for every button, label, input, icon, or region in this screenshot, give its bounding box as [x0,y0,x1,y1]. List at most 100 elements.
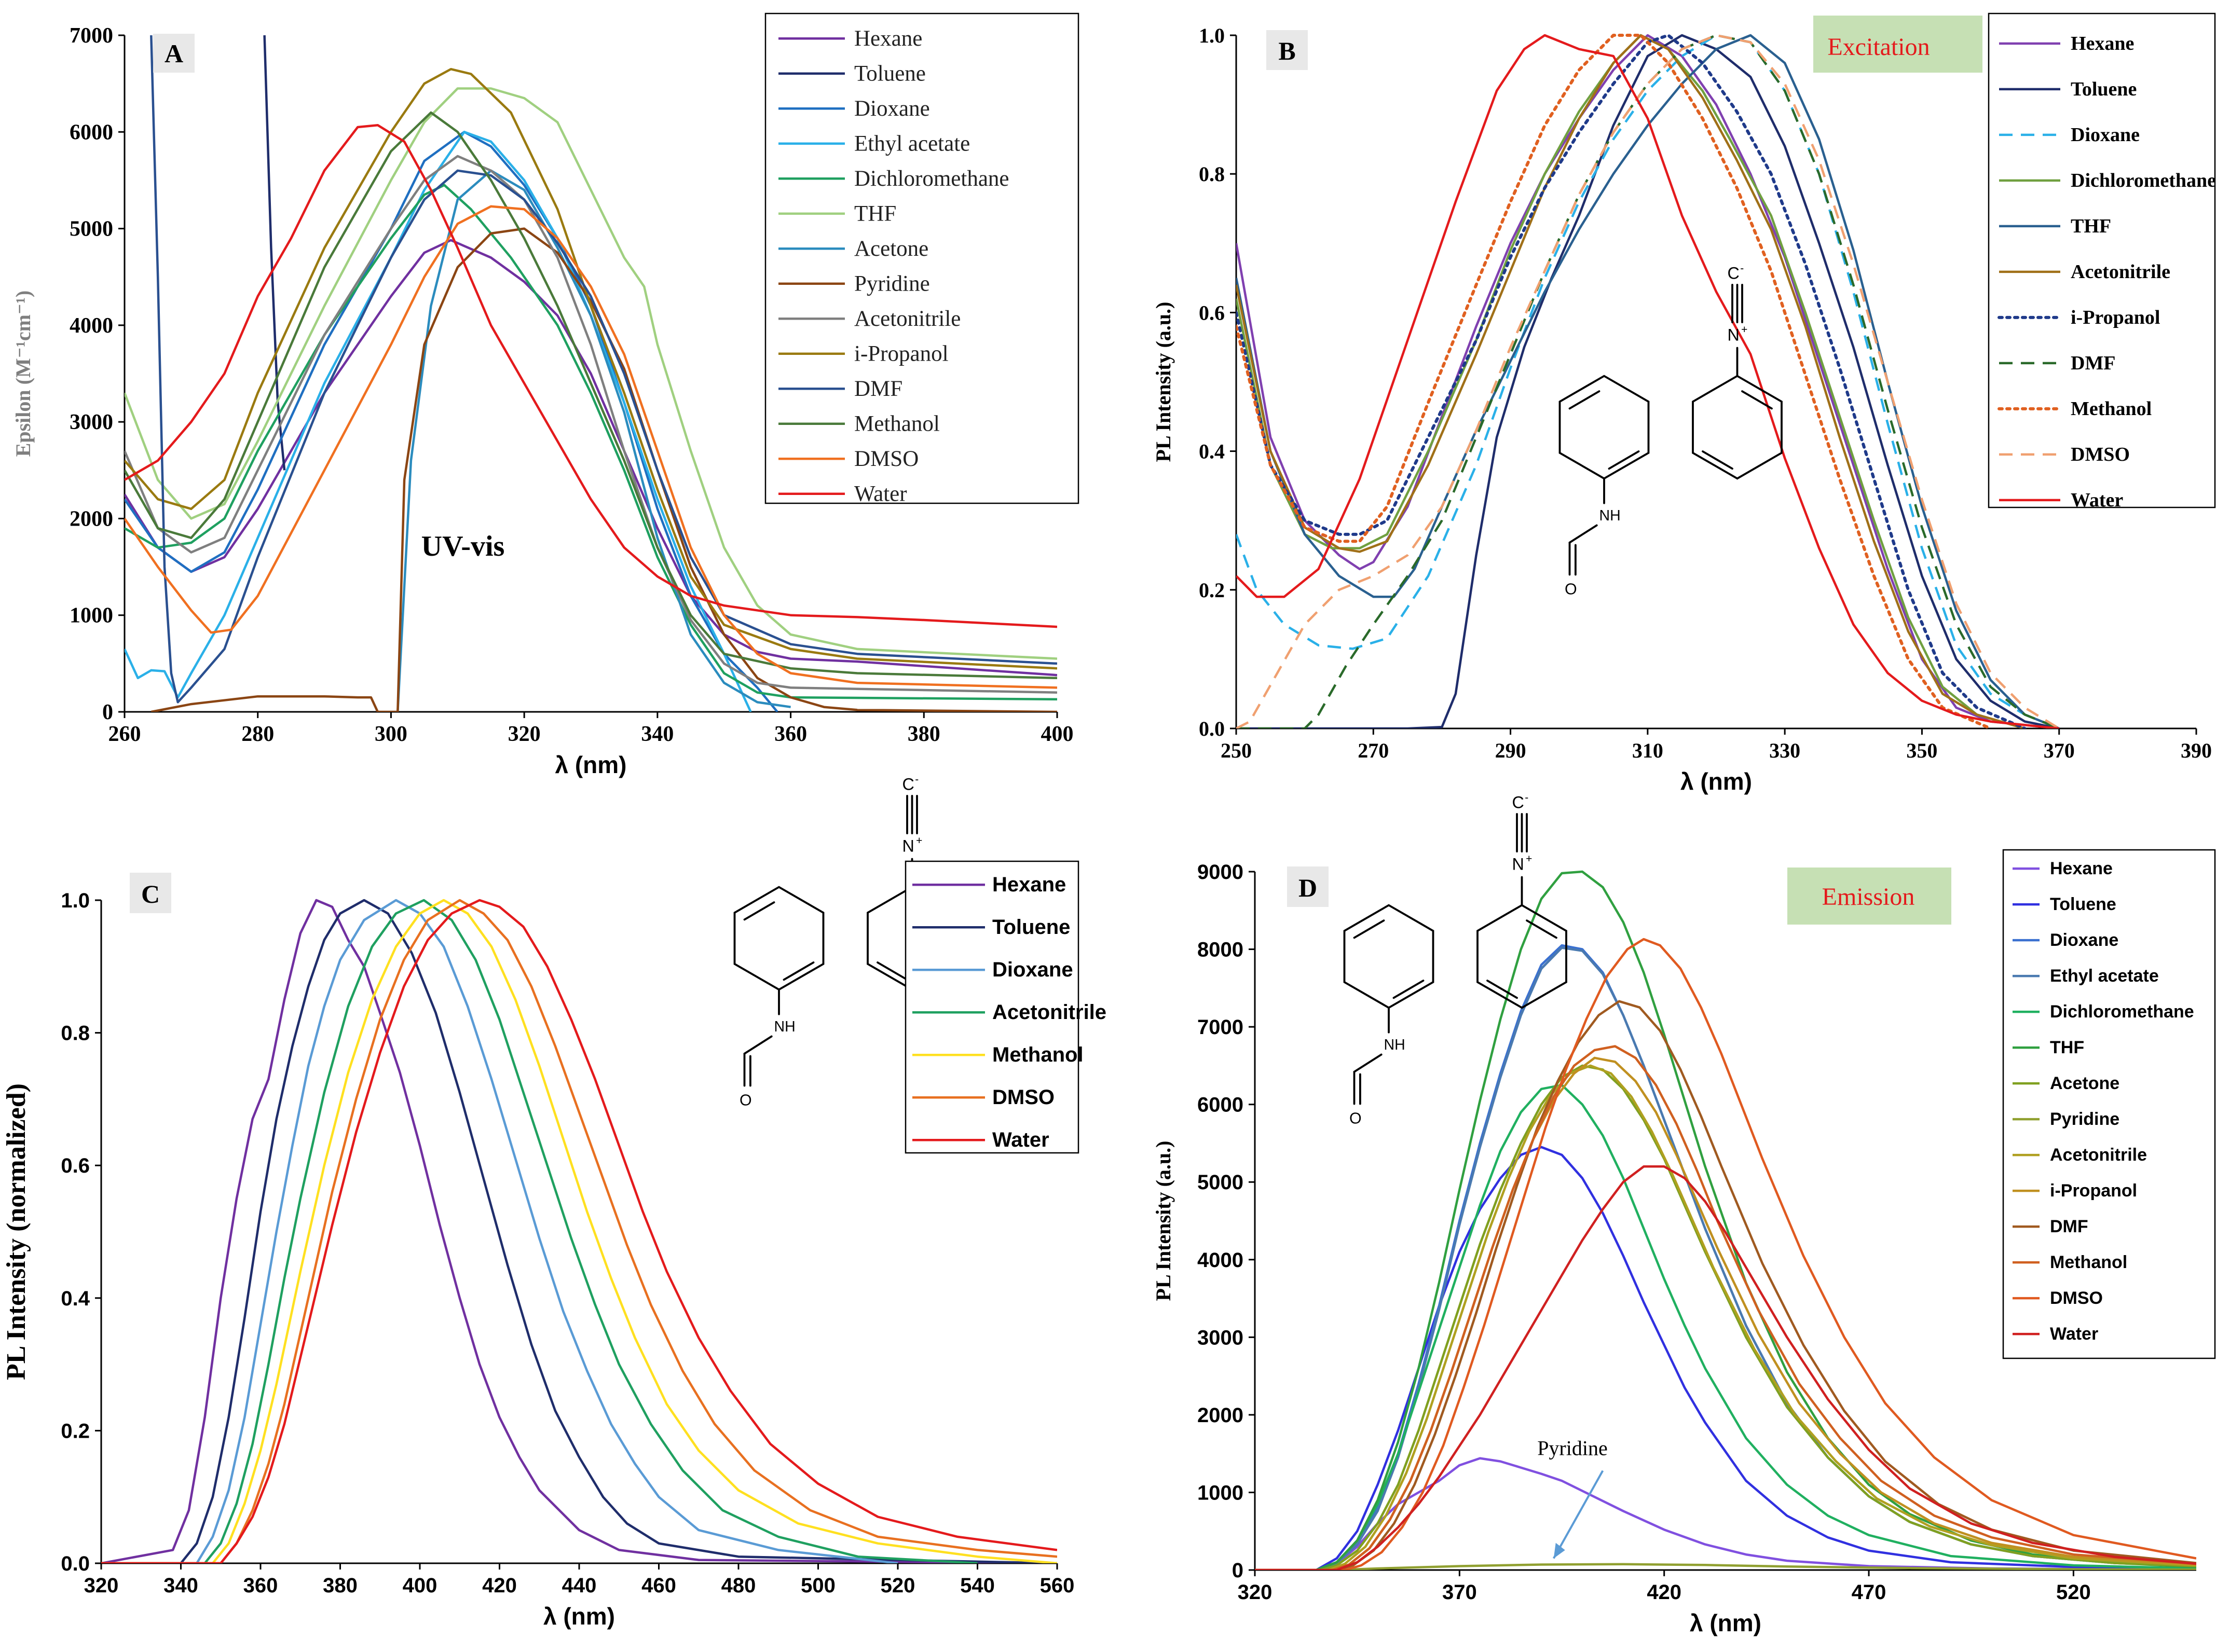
svg-text:NH: NH [1599,507,1621,524]
legend-label-acetonitrile: Acetonitrile [2050,1145,2147,1165]
y-tick-label: 6000 [1197,1094,1243,1117]
legend-label-methanol: Methanol [854,412,940,436]
legend-label-dmso: DMSO [992,1086,1055,1109]
series-line-dmso [1255,938,2196,1570]
legend-label-i-propanol: i-Propanol [854,342,949,366]
y-tick-label: 0.6 [61,1154,90,1177]
y-tick-label: 0.2 [1199,579,1225,602]
legend-label-pyridine: Pyridine [854,272,930,296]
series-line-toluene [101,899,1057,1563]
y-tick-label: 9000 [1197,861,1243,884]
x-tick-label: 520 [2056,1581,2091,1604]
y-tick-label: 5000 [70,217,113,241]
y-tick-label: 6000 [70,120,113,144]
x-tick-label: 360 [243,1574,278,1597]
molecule-structure-icon: N + C - NH O [1558,263,1783,598]
y-tick-label: 0.6 [1199,301,1225,324]
series-line-acetonitrile [1236,34,2026,728]
callout-label: Pyridine [1537,1437,1608,1460]
legend-label-thf: THF [854,202,896,226]
y-tick-label: 5000 [1197,1171,1243,1194]
svg-text:A: A [165,39,183,68]
x-axis-label: λ (nm) [555,751,627,778]
svg-text:C: C [902,775,914,794]
series-group [125,35,1057,712]
y-tick-label: 2000 [1197,1404,1243,1427]
panel-c: 320 340 360 380 400 420 440 460 480 500 520 540 560 0… [2,774,1106,1630]
x-tick-label: 330 [1769,739,1800,762]
legend-label-water: Water [2071,489,2123,511]
axes: 320 370 420 470 520 0 1000 2000 3000 4000 5000 6000… [1152,861,2196,1636]
legend-label-thf: THF [2071,215,2111,237]
y-tick-label: 1000 [70,604,113,628]
molecule-structure-icon: N + C - NH O [1343,792,1567,1127]
legend-label-acetone: Acetone [2050,1073,2119,1093]
x-tick-label: 520 [881,1574,915,1597]
legend-label-acetonitrile: Acetonitrile [854,307,961,331]
x-tick-label: 340 [163,1574,198,1597]
legend-label-dichloromethane: Dichloromethane [2071,170,2216,191]
panel-letter: B [1266,30,1308,70]
annotation-box [1787,868,1951,925]
legend-label-water: Water [992,1128,1049,1151]
x-tick-label: 480 [721,1574,756,1597]
series-line-dmf [1236,34,2060,728]
panel-a: 260 280 300 320 340 360 380 4000100020003000400… [11,12,1079,778]
svg-text:NH: NH [774,1018,796,1035]
legend-label-hexane: Hexane [992,873,1066,896]
series-line-ethyl-acetate [125,131,752,712]
x-tick-label: 400 [403,1574,437,1597]
x-tick-label: 470 [1852,1581,1886,1604]
series-line-i-propanol [125,67,1057,670]
series-line-methanol [125,111,1057,680]
legend-label-dmso: DMSO [2071,444,2130,465]
y-tick-label: 1000 [1197,1481,1243,1504]
x-tick-label: 290 [1495,739,1526,762]
axes: 260 280 300 320 340 360 380 4000100020003000400… [11,24,1074,778]
x-tick-label: 380 [908,722,940,746]
series-line-methanol [1236,34,1992,728]
x-tick-label: 280 [241,722,274,746]
y-tick-label: 4000 [1197,1249,1243,1272]
series-line-dioxane [1236,34,2060,728]
y-tick-label: 7000 [1197,1016,1243,1039]
x-tick-label: 400 [1041,722,1074,746]
x-tick-label: 270 [1358,739,1389,762]
x-tick-label: 320 [1238,1581,1273,1604]
svg-text:-: - [1740,263,1744,274]
legend: Hexane Toluene Dioxane Ethyl acetate Dichlor… [764,12,1079,506]
series-line-thf [1255,870,2196,1570]
x-tick-label: 370 [1442,1581,1477,1604]
x-tick-label: 420 [1647,1581,1681,1604]
legend-label-toluene: Toluene [2071,78,2137,100]
y-tick-label: 0.2 [61,1420,90,1442]
y-tick-label: 3000 [70,410,113,434]
x-tick-label: 300 [375,722,407,746]
y-tick-label: 2000 [70,507,113,531]
svg-text:-: - [1525,792,1528,804]
series-line-pyridine [151,227,1057,712]
svg-text:B: B [1278,36,1295,65]
series-line-thf [1236,34,2060,728]
panel-annotation: Excitation [1827,33,1930,61]
legend-label-toluene: Toluene [2050,894,2116,914]
x-tick-label: 370 [2044,739,2075,762]
series-line-dmso [125,205,1057,689]
annotation-box [1813,16,1982,73]
series-line-acetonitrile [125,155,1057,694]
legend-label-dmso: DMSO [2050,1288,2103,1308]
svg-text:NH: NH [1384,1037,1405,1053]
panel-letter: A [153,34,195,73]
y-axis-label: PL Intensity (a.u.) [1152,1141,1175,1301]
series-line-toluene [1255,1146,2196,1570]
x-tick-label: 260 [108,722,141,746]
legend-label-hexane: Hexane [2071,33,2134,54]
legend: Hexane Toluene Dioxane Dichloromethane THF Ac… [1988,12,2216,511]
y-tick-label: 7000 [70,24,113,48]
legend-label-pyridine: Pyridine [2050,1109,2119,1129]
y-tick-label: 4000 [70,314,113,338]
x-tick-label: 310 [1632,739,1663,762]
y-tick-label: 3000 [1197,1326,1243,1349]
legend-label-dmf: DMF [2050,1217,2088,1236]
